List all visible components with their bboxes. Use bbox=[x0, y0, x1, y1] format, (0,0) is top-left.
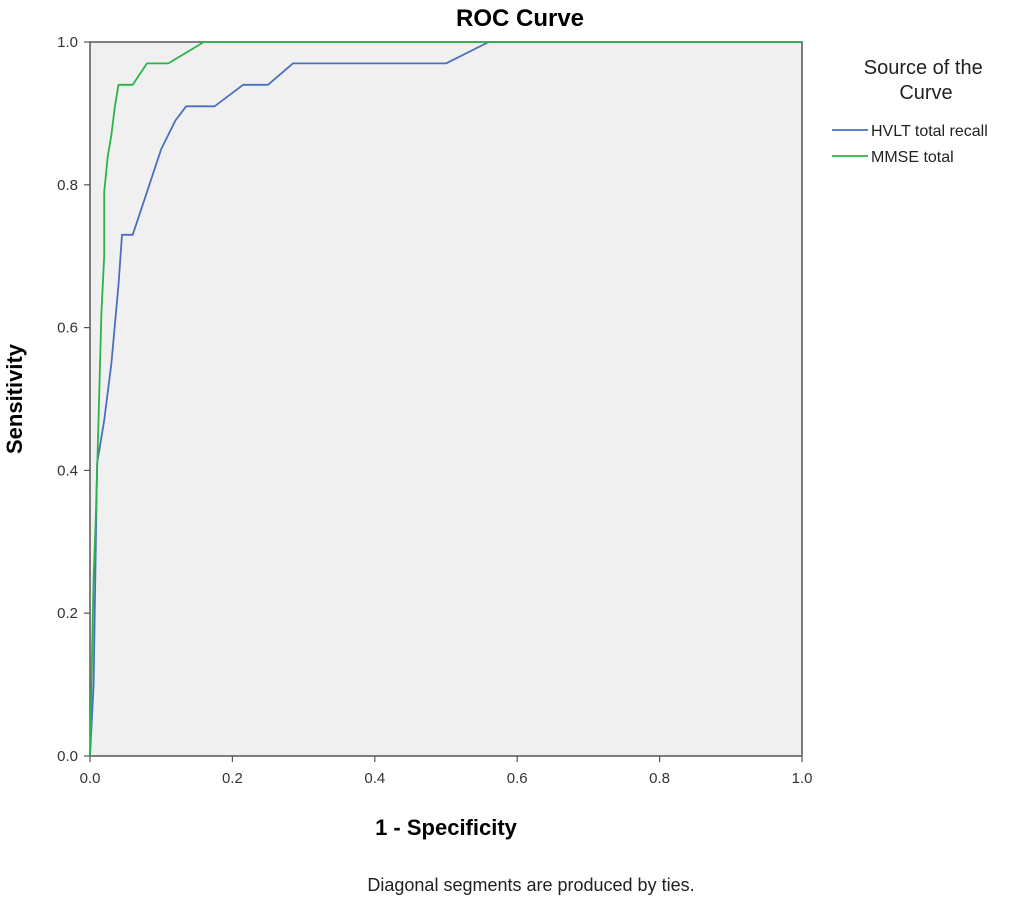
series-line-hvlt-total-recall bbox=[89, 41, 802, 757]
x-tick-label: 1.0 bbox=[792, 770, 813, 787]
x-tick-label: 0.8 bbox=[649, 770, 670, 787]
x-tick-label: 0.4 bbox=[364, 770, 385, 787]
plot-area bbox=[89, 41, 803, 757]
x-axis: 0.0 0.2 0.4 0.6 0.8 1.0 bbox=[80, 756, 813, 787]
legend-title-line-2: Curve bbox=[899, 82, 952, 104]
x-tick-label: 0.2 bbox=[222, 770, 243, 787]
legend-title: Source of the Curve bbox=[864, 57, 989, 104]
legend-items: HVLT total recall MMSE total bbox=[832, 123, 988, 166]
y-tick-label: 0.2 bbox=[57, 605, 78, 622]
series-line-mmse-total bbox=[89, 41, 802, 757]
chart-title: ROC Curve bbox=[456, 5, 584, 32]
y-tick-label: 0.4 bbox=[57, 462, 78, 479]
y-tick-label: 0.0 bbox=[57, 748, 78, 765]
y-tick-label: 0.8 bbox=[57, 177, 78, 194]
legend-label: MMSE total bbox=[871, 149, 954, 166]
footnote: Diagonal segments are produced by ties. bbox=[367, 875, 694, 895]
y-axis: 0.0 0.2 0.4 0.6 0.8 1.0 bbox=[57, 34, 90, 765]
series-layer bbox=[89, 41, 802, 757]
legend: Source of the Curve HVLT total recall MMS… bbox=[832, 57, 988, 166]
legend-label: HVLT total recall bbox=[871, 123, 988, 140]
legend-title-line-1: Source of the bbox=[864, 57, 983, 79]
x-tick-label: 0.6 bbox=[507, 770, 528, 787]
y-tick-label: 0.6 bbox=[57, 320, 78, 337]
x-axis-title: 1 - Specificity bbox=[375, 815, 518, 840]
y-axis-title: Sensitivity bbox=[2, 343, 27, 454]
x-tick-label: 0.0 bbox=[80, 770, 101, 787]
y-tick-label: 1.0 bbox=[57, 34, 78, 51]
